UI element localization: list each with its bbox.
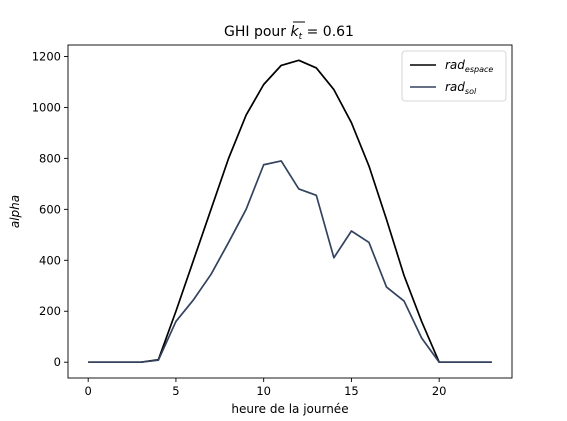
y-tick-label: 0 xyxy=(54,355,61,369)
y-tick-label: 600 xyxy=(39,202,61,216)
plot-area: 0 5 10 15 20 0 200 400 600 800 1000 1200 xyxy=(32,44,513,398)
legend: radespace radsol xyxy=(401,50,507,102)
x-tick-label: 0 xyxy=(85,384,92,398)
y-tick-label: 400 xyxy=(39,253,61,267)
y-axis: 0 200 400 600 800 1000 1200 xyxy=(32,49,68,369)
y-tick-label: 1000 xyxy=(32,100,61,114)
x-tick-label: 5 xyxy=(172,384,179,398)
y-tick-label: 1200 xyxy=(32,49,61,63)
y-tick-label: 800 xyxy=(39,151,61,165)
legend-label-rad-sol: radsol xyxy=(445,80,477,96)
legend-box xyxy=(401,50,507,102)
y-tick-label: 200 xyxy=(39,304,61,318)
x-tick-label: 15 xyxy=(344,384,359,398)
legend-label-rad-espace: radespace xyxy=(445,58,493,74)
x-axis: 0 5 10 15 20 xyxy=(85,378,447,398)
series-line-rad-sol xyxy=(88,160,492,364)
x-tick-label: 10 xyxy=(256,384,271,398)
series-lines xyxy=(88,59,492,364)
chart-title: GHI pour kt = 0.61 xyxy=(224,24,354,42)
x-tick-label: 20 xyxy=(432,384,447,398)
y-axis-label: alpha xyxy=(8,195,22,228)
axes-frame xyxy=(67,44,513,379)
x-axis-label: heure de la journée xyxy=(231,402,348,416)
